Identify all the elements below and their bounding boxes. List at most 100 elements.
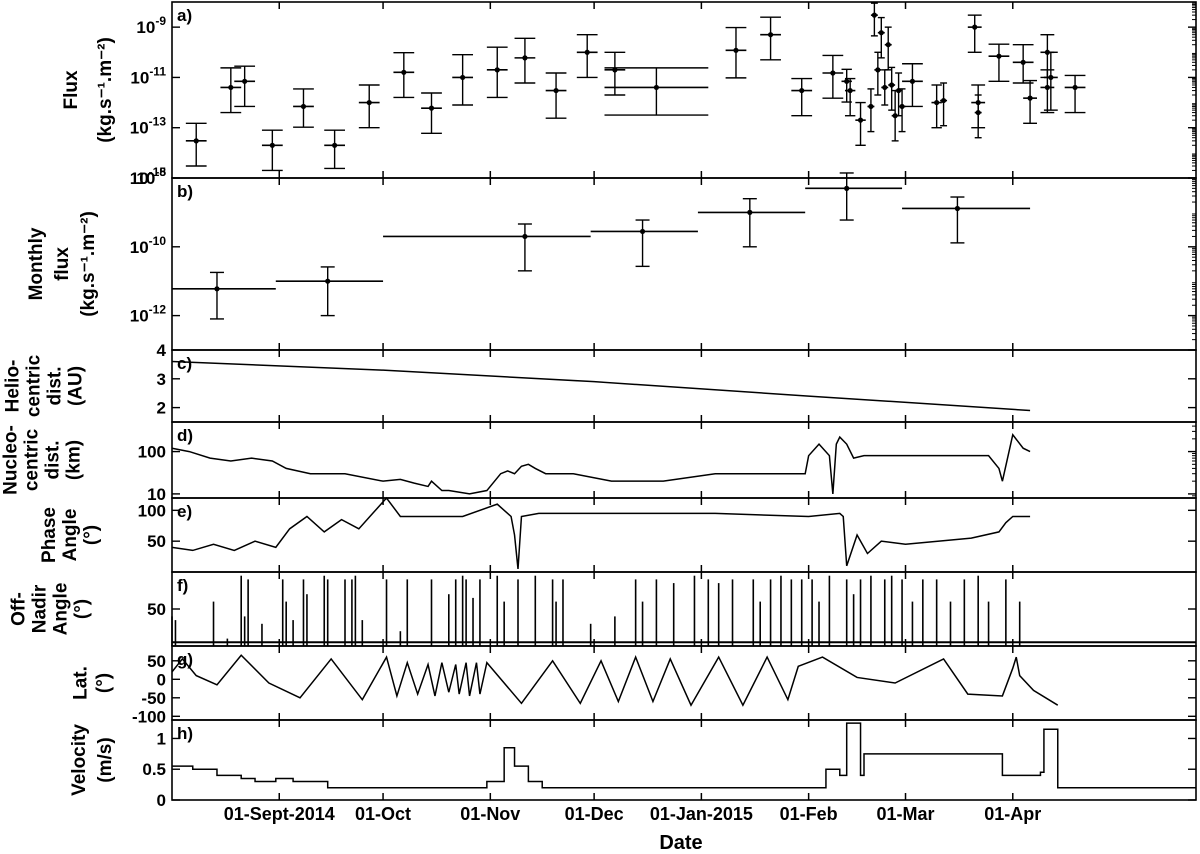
flux-point <box>293 88 314 128</box>
data-marker <box>878 30 884 36</box>
data-marker <box>228 84 234 91</box>
flux-point <box>988 43 1010 83</box>
flux-point <box>545 72 567 119</box>
data-marker <box>844 78 850 84</box>
flux-point <box>888 66 896 111</box>
flux-point <box>393 52 415 99</box>
flux-point <box>940 82 948 127</box>
data-marker <box>1072 84 1078 91</box>
data-marker <box>934 99 940 106</box>
panel-g: 500-50-100 g) Lat. (°) <box>71 645 1197 726</box>
y-tick-label: 1 <box>157 729 166 748</box>
data-marker <box>332 142 338 148</box>
data-marker <box>747 209 753 215</box>
y-axis-label: Off-NadirAngle(°) <box>9 583 93 636</box>
x-axis-label: Date <box>659 832 702 854</box>
data-marker <box>975 109 981 116</box>
monthly-flux-point <box>590 219 698 268</box>
panel-frame <box>171 497 1197 573</box>
panel-h: 1 0.5 0 h) Velocity (m/s) <box>69 719 1197 810</box>
flux-point <box>1023 79 1037 124</box>
data-marker <box>325 278 331 284</box>
data-marker <box>767 32 774 38</box>
flux-point <box>895 72 903 117</box>
flux-point <box>877 16 885 59</box>
data-marker <box>639 228 646 235</box>
monthly-flux-point <box>275 266 384 317</box>
x-tick-label: 01-Feb <box>780 804 838 824</box>
flux-point <box>902 63 923 108</box>
panel-b: 10-8 10-10 10-12 b) Monthly flux (kg.s⁻¹.m⁻²) <box>26 165 1197 351</box>
y-axis-label: Helio-centricdist.(AU) <box>3 354 87 417</box>
y-axis-label: Monthly flux (kg.s⁻¹.m⁻²) <box>26 211 99 317</box>
data-marker <box>847 87 853 94</box>
flux-point <box>514 37 536 84</box>
flux-point <box>884 26 892 71</box>
panel-tag: g) <box>177 650 193 669</box>
flux-point <box>358 84 380 129</box>
panel-frame <box>171 719 1197 801</box>
flux-point <box>822 54 844 99</box>
panel-a: 10-9 10-11 10-13 10-15 a) Flux (kg.s⁻¹.m⁻²) <box>61 1 1197 188</box>
data-marker <box>214 286 220 292</box>
x-tick-label: 01-Oct <box>355 804 411 824</box>
data-marker <box>889 82 895 88</box>
monthly-flux-point <box>697 198 806 248</box>
y-axis-label: Velocity (m/s) <box>69 724 116 796</box>
data-marker <box>885 42 891 48</box>
data-marker <box>193 138 199 144</box>
flux-point <box>974 94 982 139</box>
data-marker <box>1020 59 1026 65</box>
data-marker <box>954 205 961 212</box>
panel-tag: e) <box>177 502 192 521</box>
series-line-e <box>171 496 1031 569</box>
y-axis-label: PhaseAngle(°) <box>39 507 102 563</box>
flux-point <box>760 16 781 61</box>
flux-point <box>931 84 942 129</box>
data-marker <box>875 67 881 73</box>
flux-point <box>967 14 982 53</box>
data-marker <box>553 87 559 94</box>
data-marker <box>366 99 372 106</box>
monthly-flux-point <box>902 196 1031 244</box>
data-marker <box>522 233 528 240</box>
data-marker <box>868 103 874 110</box>
data-marker <box>269 142 275 148</box>
x-tick-label: 01-Apr <box>984 804 1041 824</box>
x-tick-label: 01-Dec <box>565 804 624 824</box>
y-tick-label: -50 <box>141 689 166 708</box>
y-tick-label: 4 <box>157 341 167 360</box>
data-marker <box>1048 74 1054 81</box>
data-marker <box>972 24 978 30</box>
panel-tag: c) <box>177 354 192 373</box>
panel-frame <box>171 571 1197 647</box>
data-marker <box>909 78 916 84</box>
data-marker <box>401 69 407 75</box>
y-tick-label: 10-15 <box>130 165 167 188</box>
flux-point <box>234 65 256 108</box>
panel-tag: h) <box>177 724 193 743</box>
flux-point <box>791 77 813 117</box>
y-tick-label: -100 <box>132 707 166 726</box>
y-tick-label: 100 <box>138 501 166 520</box>
series-line-g <box>171 654 1059 707</box>
data-marker <box>300 103 307 110</box>
panel-frame <box>171 349 1197 423</box>
y-axis-label: Flux (kg.s⁻¹.m⁻²) <box>61 37 116 143</box>
panel-tag: d) <box>177 426 193 445</box>
monthly-flux-point <box>383 223 591 272</box>
y-tick-label: 3 <box>157 370 166 389</box>
data-marker <box>871 12 877 18</box>
panel-tag: f) <box>177 576 188 595</box>
flux-point <box>844 77 856 117</box>
y-tick-label: 0.5 <box>142 760 166 779</box>
panel-frame <box>171 177 1197 351</box>
y-axis-label: Nucleo-centricdist.(km) <box>1 425 85 495</box>
y-tick-label: 50 <box>147 600 166 619</box>
flux-point <box>576 34 598 79</box>
data-marker <box>460 74 466 81</box>
flux-point <box>1064 74 1086 114</box>
y-tick-label: 10-9 <box>136 14 166 37</box>
monthly-flux-point <box>172 271 276 320</box>
